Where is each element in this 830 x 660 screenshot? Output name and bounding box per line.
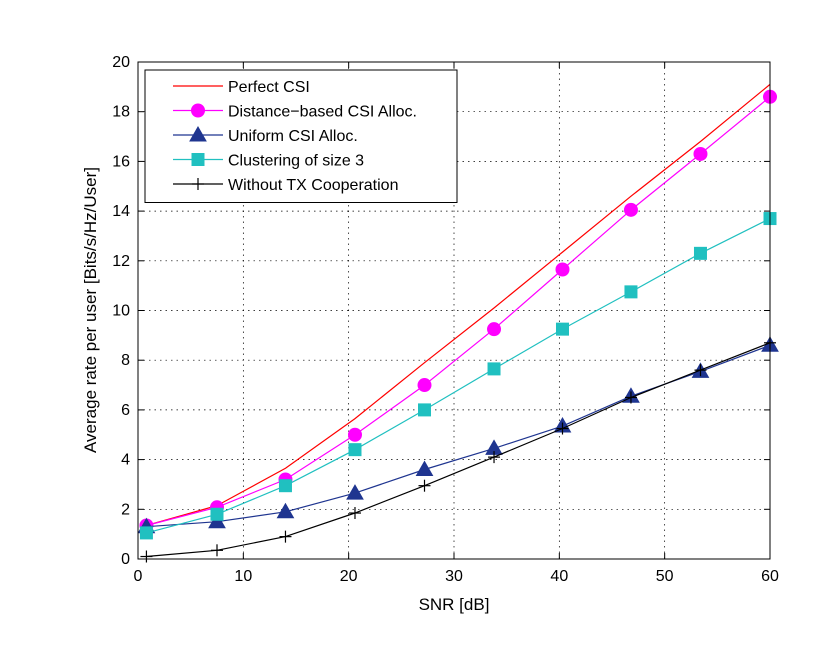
data-point: [555, 322, 569, 336]
data-point: [415, 460, 434, 477]
y-tick-label: 2: [121, 501, 130, 518]
series-4: [140, 336, 776, 563]
legend-label: Perfect CSI: [228, 79, 310, 96]
legend-label: Clustering of size 3: [228, 153, 364, 170]
data-point: [347, 427, 362, 442]
series-3: [139, 212, 777, 540]
data-point: [556, 422, 569, 435]
legend-marker: [192, 178, 204, 190]
legend-label: Distance−based CSI Alloc.: [228, 104, 417, 121]
data-point: [279, 530, 292, 543]
series-0: [146, 83, 771, 527]
data-point: [417, 378, 432, 393]
x-tick-label: 50: [656, 568, 674, 585]
data-point: [624, 285, 638, 299]
x-tick-label: 40: [550, 568, 568, 585]
y-tick-label: 18: [112, 104, 130, 121]
legend: Perfect CSI Distance−based CSI Alloc. Unif…: [144, 69, 458, 203]
y-tick-label: 10: [112, 303, 130, 320]
x-tick-label: 0: [134, 568, 143, 585]
y-tick-label: 8: [121, 352, 130, 369]
legend-entry: Distance−based CSI Alloc.: [173, 103, 417, 121]
x-tick-label: 30: [445, 568, 463, 585]
legend-entry: Perfect CSI: [173, 79, 310, 96]
series-line: [146, 83, 771, 527]
data-point: [555, 262, 570, 277]
data-point: [624, 391, 637, 404]
y-tick-label: 0: [121, 551, 130, 568]
legend-marker: [189, 125, 207, 142]
data-point: [488, 451, 501, 464]
series-line: [146, 218, 771, 534]
legend-entry: Without TX Cooperation: [173, 177, 398, 194]
ticks: 0 10 20 30 40 50 60 0 2 4 6 8 10 12 14 16 18 20: [112, 54, 779, 585]
x-tick-label: 10: [234, 568, 252, 585]
y-tick-label: 6: [121, 402, 130, 419]
data-point: [693, 146, 708, 161]
y-tick-label: 12: [112, 253, 130, 270]
y-tick-label: 16: [112, 153, 130, 170]
series-line: [146, 96, 771, 527]
y-axis-title: Average rate per user [Bits/s/Hz/User]: [81, 167, 100, 453]
legend-entry: Clustering of size 3: [173, 153, 364, 170]
legend-entry: Uniform CSI Alloc.: [173, 125, 358, 145]
data-point: [487, 322, 502, 337]
data-point: [211, 544, 223, 557]
series-layer: [137, 83, 779, 563]
data-point: [276, 502, 295, 519]
series-line: [146, 342, 771, 558]
data-point: [348, 443, 362, 457]
x-tick-label: 20: [340, 568, 358, 585]
data-point: [694, 364, 707, 377]
data-point: [140, 550, 153, 563]
legend-label: Without TX Cooperation: [228, 177, 398, 194]
data-point: [348, 507, 361, 520]
data-point: [487, 362, 501, 376]
legend-label: Uniform CSI Alloc.: [228, 128, 358, 145]
x-axis-title: SNR [dB]: [419, 595, 490, 614]
y-tick-label: 4: [121, 452, 130, 469]
data-point: [693, 246, 707, 260]
data-point: [418, 403, 432, 417]
legend-marker: [191, 153, 205, 166]
data-point: [623, 202, 638, 217]
data-point: [139, 526, 153, 540]
data-point: [278, 479, 292, 493]
data-point: [418, 479, 431, 492]
y-tick-label: 14: [112, 203, 130, 220]
legend-marker: [191, 103, 205, 118]
y-tick-label: 20: [112, 54, 130, 71]
data-point: [346, 484, 364, 500]
data-point: [210, 507, 224, 521]
x-tick-label: 60: [761, 568, 779, 585]
